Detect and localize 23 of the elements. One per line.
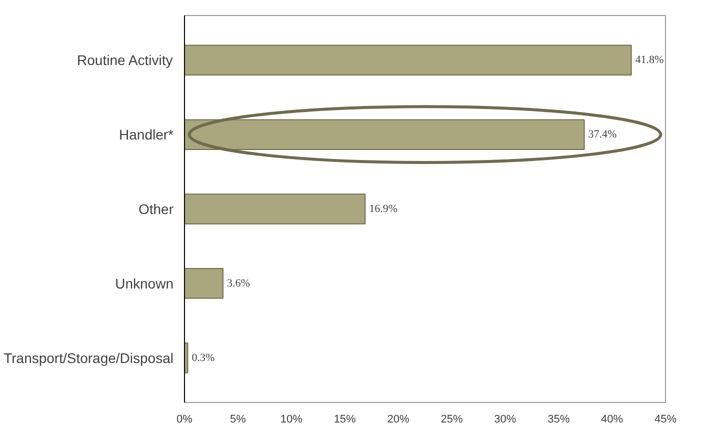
x-tick-label: 45% <box>654 414 677 426</box>
y-tick-label: Transport/Storage/Disposal <box>4 350 174 366</box>
x-tick-label: 10% <box>280 414 303 426</box>
x-tick-label: 30% <box>494 414 516 426</box>
bar <box>184 268 224 299</box>
data-label: 3.6% <box>226 277 250 290</box>
data-label: 37.4% <box>588 128 617 141</box>
x-tick-label: 25% <box>440 414 463 426</box>
y-tick-label: Handler* <box>119 126 174 143</box>
x-tick-label: 20% <box>387 414 410 426</box>
bar <box>184 194 366 224</box>
y-tick-label: Other <box>138 201 174 217</box>
x-tick-label: 0% <box>176 414 193 426</box>
x-tick-label: 5% <box>230 414 246 426</box>
x-tick-label: 15% <box>334 414 356 426</box>
x-tick-label: 40% <box>601 414 624 426</box>
x-tick-label: 35% <box>548 414 570 426</box>
data-label: 0.3% <box>192 352 215 364</box>
data-label: 41.8% <box>635 54 664 66</box>
data-label: 16.9% <box>369 203 398 215</box>
y-tick-label: Routine Activity <box>77 52 173 68</box>
bar <box>184 44 632 76</box>
y-tick-label: Unknown <box>115 275 174 292</box>
